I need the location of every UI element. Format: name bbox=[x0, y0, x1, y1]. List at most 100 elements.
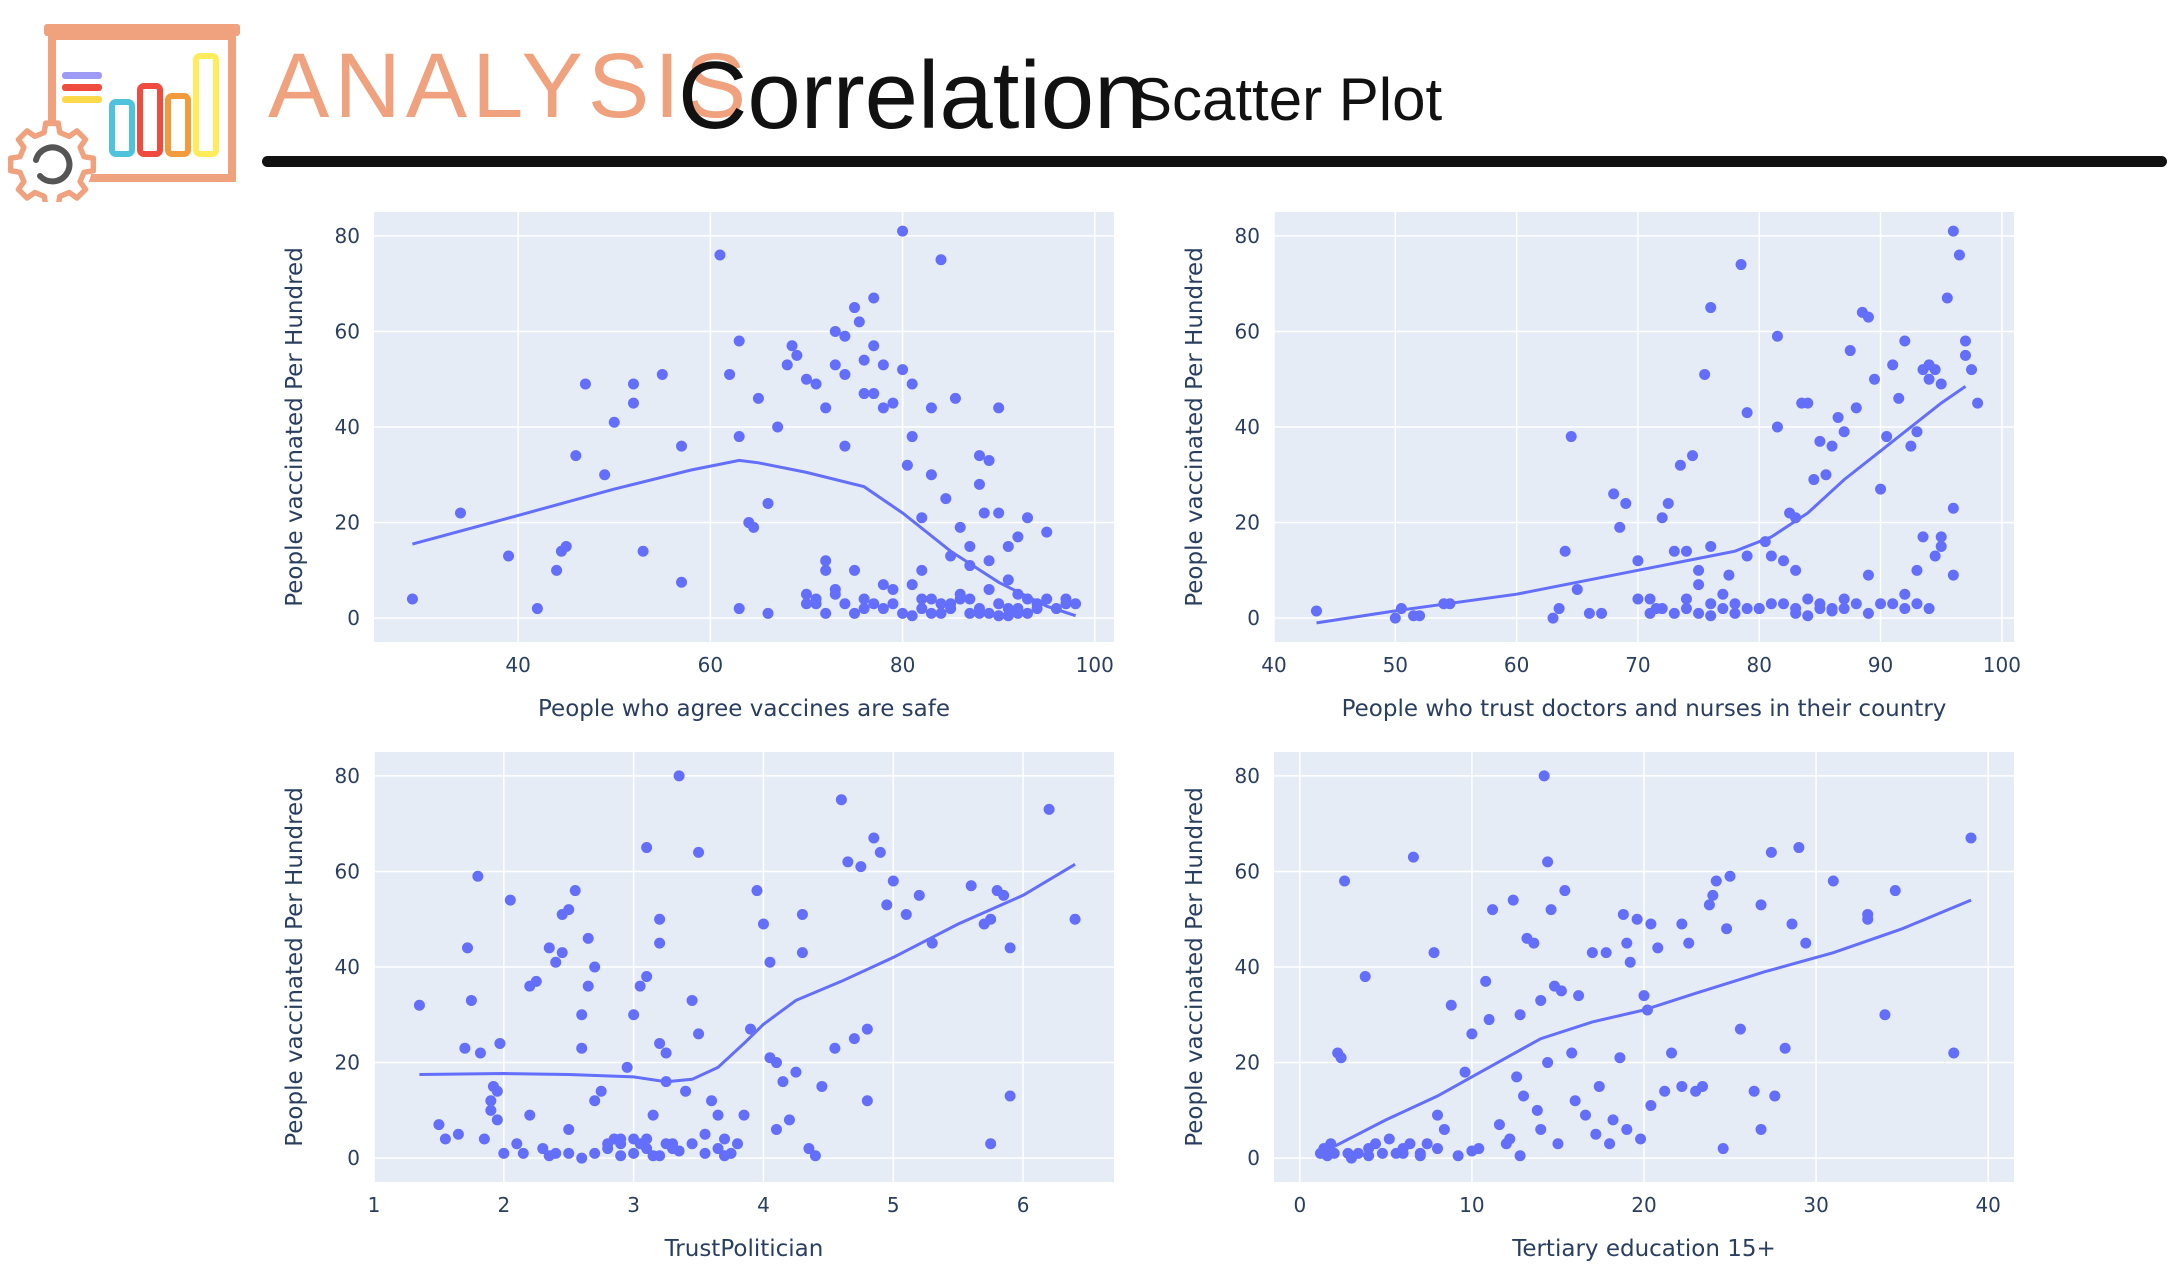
data-point bbox=[693, 846, 705, 858]
data-point bbox=[1800, 937, 1812, 949]
y-tick-label: 80 bbox=[1235, 224, 1260, 248]
data-point bbox=[1031, 603, 1043, 615]
bar-chart-gear-icon bbox=[7, 24, 240, 202]
data-point bbox=[940, 493, 952, 505]
data-point bbox=[842, 856, 854, 868]
data-point bbox=[1735, 259, 1747, 271]
data-point bbox=[433, 1119, 445, 1131]
data-point bbox=[1693, 564, 1705, 576]
data-point bbox=[1771, 330, 1783, 342]
data-point bbox=[1659, 1085, 1671, 1097]
y-tick-label: 80 bbox=[1235, 764, 1260, 788]
data-point bbox=[676, 576, 688, 588]
data-point bbox=[1459, 1066, 1471, 1078]
data-point bbox=[925, 469, 937, 481]
data-point bbox=[1514, 1009, 1526, 1021]
data-point bbox=[733, 335, 745, 347]
data-point bbox=[1893, 392, 1905, 404]
y-tick-label: 40 bbox=[1235, 955, 1260, 979]
data-point bbox=[1717, 588, 1729, 600]
data-point bbox=[1687, 450, 1699, 462]
data-point bbox=[964, 540, 976, 552]
data-point bbox=[1002, 540, 1014, 552]
data-point bbox=[993, 507, 1005, 519]
data-point bbox=[543, 942, 555, 954]
x-axis-label: People who trust doctors and nurses in t… bbox=[1342, 696, 1947, 722]
data-point bbox=[1339, 875, 1351, 887]
data-point bbox=[1947, 225, 1959, 237]
data-point bbox=[1729, 598, 1741, 610]
data-point bbox=[1604, 1138, 1616, 1150]
data-point bbox=[1769, 1090, 1781, 1102]
data-point bbox=[861, 1023, 873, 1035]
data-point bbox=[1404, 1138, 1416, 1150]
x-axis-label: People who agree vaccines are safe bbox=[538, 696, 950, 722]
data-point bbox=[1808, 474, 1820, 486]
data-point bbox=[858, 593, 870, 605]
data-point bbox=[637, 545, 649, 557]
data-point bbox=[853, 316, 865, 328]
data-point bbox=[748, 521, 760, 533]
data-point bbox=[752, 392, 764, 404]
data-point bbox=[706, 1095, 718, 1107]
data-point bbox=[1790, 607, 1802, 619]
data-point bbox=[762, 607, 774, 619]
data-point bbox=[485, 1104, 497, 1116]
data-point bbox=[1814, 603, 1826, 615]
data-point bbox=[724, 368, 736, 380]
data-point bbox=[1680, 545, 1692, 557]
data-point bbox=[1638, 990, 1650, 1002]
data-point bbox=[1004, 1090, 1016, 1102]
data-point bbox=[1668, 607, 1680, 619]
data-point bbox=[1555, 985, 1567, 997]
data-point bbox=[1755, 899, 1767, 911]
data-point bbox=[1607, 1114, 1619, 1126]
data-point bbox=[699, 1147, 711, 1159]
data-point bbox=[757, 918, 769, 930]
data-point bbox=[916, 512, 928, 524]
data-point bbox=[1911, 598, 1923, 610]
data-point bbox=[906, 610, 918, 622]
data-point bbox=[897, 607, 909, 619]
data-point bbox=[1765, 598, 1777, 610]
data-point bbox=[576, 1152, 588, 1164]
data-point bbox=[686, 994, 698, 1006]
y-tick-label: 60 bbox=[1235, 859, 1260, 883]
x-tick-label: 40 bbox=[1261, 653, 1286, 677]
data-point bbox=[1705, 598, 1717, 610]
data-point bbox=[983, 607, 995, 619]
data-point bbox=[654, 1150, 666, 1162]
data-point bbox=[1535, 1123, 1547, 1135]
data-point bbox=[1596, 607, 1608, 619]
data-point bbox=[1741, 603, 1753, 615]
data-point bbox=[1953, 249, 1965, 261]
data-point bbox=[1466, 1028, 1478, 1040]
data-point bbox=[1899, 588, 1911, 600]
data-point bbox=[877, 402, 889, 414]
data-point bbox=[925, 607, 937, 619]
data-point bbox=[1617, 908, 1629, 920]
data-point bbox=[1310, 605, 1322, 617]
data-point bbox=[1680, 603, 1692, 615]
x-tick-label: 20 bbox=[1631, 1193, 1656, 1217]
data-point bbox=[1875, 598, 1887, 610]
data-point bbox=[1431, 1109, 1443, 1121]
y-tick-label: 0 bbox=[347, 1146, 360, 1170]
data-point bbox=[1923, 603, 1935, 615]
data-point bbox=[563, 904, 575, 916]
x-tick-label: 6 bbox=[1017, 1193, 1030, 1217]
data-point bbox=[1359, 971, 1371, 983]
data-point bbox=[1771, 421, 1783, 433]
x-tick-label: 30 bbox=[1803, 1193, 1828, 1217]
data-point bbox=[790, 1066, 802, 1078]
data-point bbox=[1802, 593, 1814, 605]
data-point bbox=[494, 1037, 506, 1049]
data-point bbox=[1683, 937, 1695, 949]
data-point bbox=[777, 1076, 789, 1088]
data-point bbox=[1802, 397, 1814, 409]
data-point bbox=[406, 593, 418, 605]
data-point bbox=[627, 378, 639, 390]
data-point bbox=[1559, 885, 1571, 897]
brand-word: ANALYSIS bbox=[268, 35, 752, 137]
data-point bbox=[439, 1133, 451, 1145]
